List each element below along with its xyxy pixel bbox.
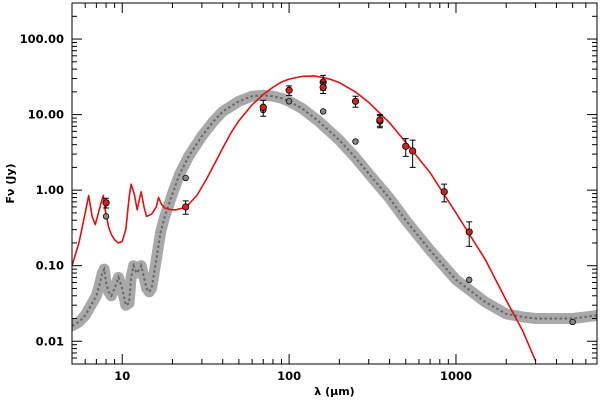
gray-data-point <box>352 138 359 145</box>
gray-data-point <box>285 98 293 105</box>
gray-data-point <box>319 108 327 115</box>
red-data-point <box>102 199 110 207</box>
y-tick-label: 0.01 <box>36 334 64 348</box>
gray-data-point <box>569 318 576 326</box>
red-data-point <box>319 83 327 91</box>
red-model-line <box>72 75 537 362</box>
x-tick-label: 1000 <box>440 369 472 383</box>
x-tick-label: 10 <box>114 369 130 383</box>
x-tick-label: 100 <box>277 369 301 383</box>
red-points-layer <box>102 74 473 247</box>
y-axis-title: Fν (Jy) <box>4 163 17 203</box>
red-data-point <box>376 116 384 124</box>
red-data-point <box>409 147 417 155</box>
x-axis-title: λ (μm) <box>314 385 354 398</box>
y-tick-labels: 0.01 0.10 1.00 10.00 100.00 <box>20 32 64 348</box>
red-data-point <box>259 103 267 111</box>
red-model-layer <box>72 75 537 362</box>
red-data-point <box>285 86 293 94</box>
gray-data-point <box>465 276 473 284</box>
gray-model-dotted-layer <box>72 94 597 327</box>
y-tick-label: 1.00 <box>36 183 64 197</box>
tick-marks-layer <box>71 2 598 365</box>
y-tick-label: 0.10 <box>36 259 64 273</box>
y-tick-label: 10.00 <box>28 108 64 122</box>
plot-frame <box>71 2 598 365</box>
red-data-point <box>465 228 473 236</box>
red-data-point <box>351 97 360 105</box>
gray-model-dotted-line <box>72 94 597 327</box>
gray-data-point <box>182 174 189 182</box>
y-tick-label: 100.00 <box>20 32 64 46</box>
red-data-point <box>440 188 448 196</box>
red-data-point <box>402 142 410 150</box>
x-tick-labels: 10 100 1000 <box>114 369 472 383</box>
red-data-point <box>182 203 190 211</box>
gray-data-point <box>102 213 110 220</box>
gray-points-layer <box>102 98 576 326</box>
